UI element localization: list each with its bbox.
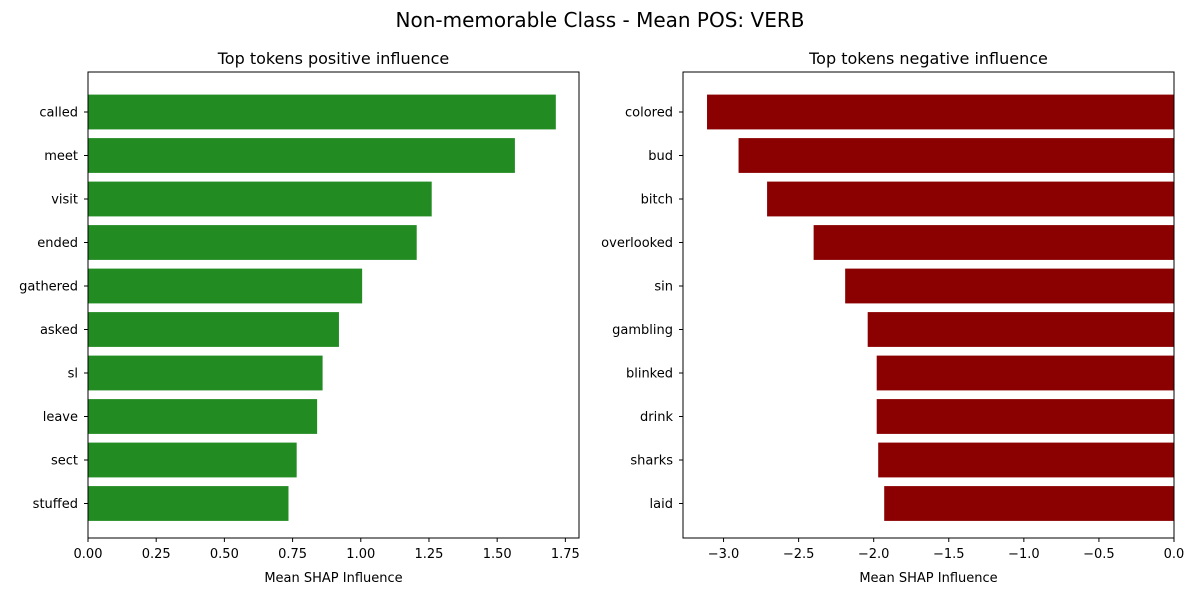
chart-1-xtick-label-4: −1.0	[1008, 547, 1040, 562]
chart-1-category-label-2: bitch	[641, 193, 673, 208]
chart-0-category-label-4: gathered	[19, 280, 78, 295]
chart-0-category-label-9: stuffed	[33, 497, 78, 512]
chart-1-bar-sin	[845, 268, 1174, 304]
chart-1-xtick-label-3: −1.5	[933, 547, 965, 562]
chart-0-xlabel: Mean SHAP Influence	[264, 571, 402, 586]
chart-0-bar-gathered	[88, 268, 363, 304]
chart-1-bar-sharks	[878, 442, 1174, 478]
chart-1-xtick-label-1: −2.5	[783, 547, 815, 562]
chart-1-bar-overlooked	[813, 225, 1174, 260]
chart-0-bar-sect	[88, 442, 297, 478]
chart-1-xtick-label-5: −0.5	[1083, 547, 1115, 562]
chart-1-bar-gambling	[867, 312, 1174, 347]
chart-0-bar-called	[88, 94, 556, 130]
chart-1-xlabel: Mean SHAP Influence	[859, 571, 997, 586]
chart-1-category-label-9: laid	[650, 497, 673, 512]
chart-1-bar-colored	[707, 94, 1174, 130]
chart-0-xtick-label-5: 1.25	[414, 547, 443, 562]
chart-1-xtick-label-6: 0.0	[1164, 547, 1185, 562]
chart-0-category-label-0: called	[39, 106, 78, 121]
chart-1-bar-bud	[738, 138, 1174, 173]
chart-1-xtick-label-0: −3.0	[708, 547, 740, 562]
chart-0-category-label-8: sect	[51, 454, 78, 469]
chart-1-category-label-3: overlooked	[601, 236, 673, 251]
figure-title: Non-memorable Class - Mean POS: VERB	[395, 8, 805, 32]
chart-0-xtick-label-0: 0.00	[74, 547, 103, 562]
chart-0-bar-leave	[88, 399, 318, 434]
chart-1-category-label-5: gambling	[612, 323, 673, 338]
chart-1-bar-blinked	[876, 355, 1174, 391]
chart-1-title: Top tokens negative influence	[808, 49, 1048, 68]
chart-0-bar-meet	[88, 138, 515, 173]
chart-0-xtick-label-4: 1.00	[346, 547, 375, 562]
chart-1-frame	[682, 71, 1175, 539]
chart-0-bar-stuffed	[88, 486, 289, 521]
chart-0-xtick-label-7: 1.75	[551, 547, 580, 562]
chart-0-title: Top tokens positive influence	[217, 49, 450, 68]
chart-1-category-label-1: bud	[648, 149, 673, 164]
chart-0-bar-sl	[88, 355, 323, 391]
chart-0-xtick-label-3: 0.75	[278, 547, 307, 562]
chart-1-category-label-6: blinked	[626, 367, 673, 382]
chart-0-frame	[87, 71, 580, 539]
chart-0-xtick-label-2: 0.50	[210, 547, 239, 562]
chart-0-category-label-7: leave	[43, 410, 78, 425]
chart-0-xtick-label-6: 1.50	[483, 547, 512, 562]
chart-0-category-label-2: visit	[51, 193, 78, 208]
chart-1-xtick-label-2: −2.0	[858, 547, 890, 562]
chart-1-bar-laid	[884, 486, 1174, 521]
chart-1-category-label-0: colored	[625, 106, 673, 121]
chart-0-bar-visit	[88, 181, 432, 217]
chart-1-category-label-7: drink	[640, 410, 673, 425]
chart-0-bar-asked	[88, 312, 339, 347]
chart-0-bar-ended	[88, 225, 417, 260]
chart-1-bar-bitch	[767, 181, 1174, 217]
chart-1-bar-drink	[876, 399, 1174, 434]
chart-0-category-label-3: ended	[37, 236, 78, 251]
chart-0-category-label-5: asked	[40, 323, 78, 338]
chart-0-category-label-1: meet	[44, 149, 78, 164]
chart-0-category-label-6: sl	[68, 367, 78, 382]
chart-1-category-label-8: sharks	[630, 454, 673, 469]
chart-0-xtick-label-1: 0.25	[142, 547, 171, 562]
chart-1-category-label-4: sin	[654, 280, 673, 295]
